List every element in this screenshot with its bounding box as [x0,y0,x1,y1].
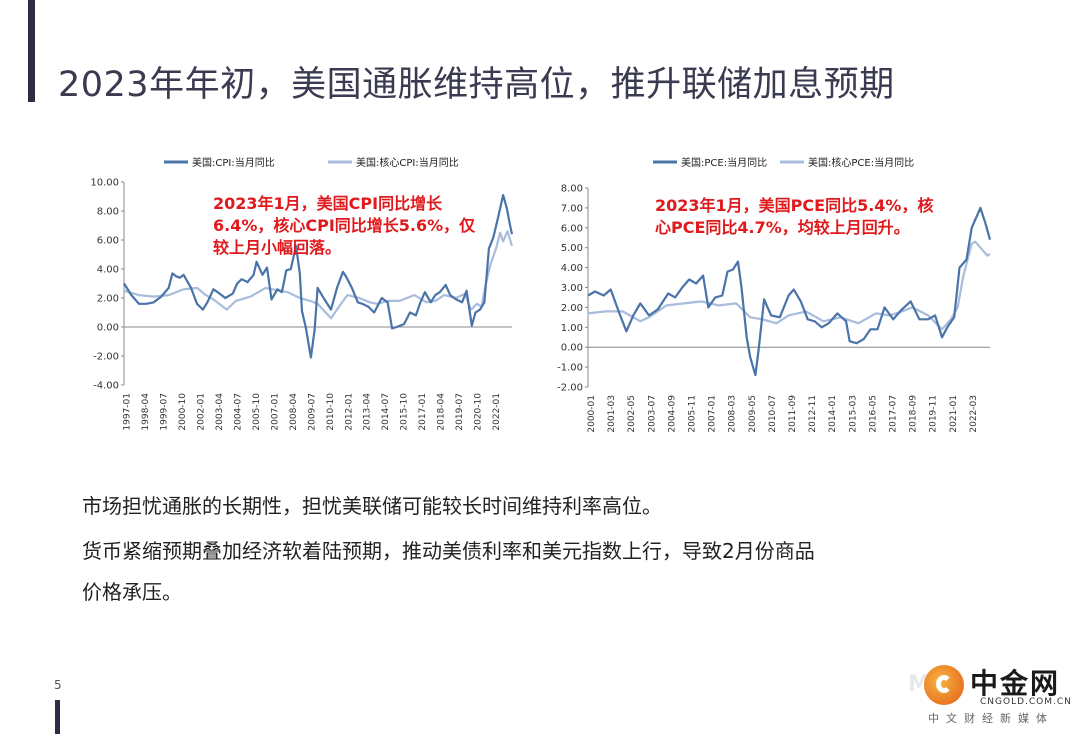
pce-y-tick-label-6: 2.00 [561,303,583,314]
cpi-x-tick-label-17: 2018-04 [437,393,447,431]
cpi-x-tick-label-3: 2000-10 [178,393,188,431]
page-number: 5 [54,678,62,692]
pce-x-tick-label-14: 2016-05 [868,395,878,433]
cpi-x-tick-label-6: 2004-07 [233,393,243,431]
cpi-x-tick-label-0: 1997-01 [123,393,133,431]
cpi-series-line-1 [123,230,514,320]
cpi-x-tick-label-4: 2002-01 [196,393,206,431]
pce-x-tick-label-17: 2019-11 [929,395,939,433]
cpi-y-tick-label-1: 8.00 [97,207,119,218]
cpi-x-tick-label-10: 2009-07 [307,393,317,431]
cpi-x-tick-label-1: 1998-04 [141,393,151,431]
pce-y-tick-label-4: 4.00 [561,263,583,274]
cpi-x-tick-label-12: 2012-01 [344,393,354,431]
cpi-series-line-0 [123,193,514,359]
pce-chart: 美国:PCE:当月同比 美国:核心PCE:当月同比 8.00 7.00 6.00 5.00… [557,156,992,433]
cpi-y-tick-label-0: 10.00 [90,178,119,189]
pce-x-tick-label-13: 2015-03 [848,395,858,433]
cpi-x-tick-label-8: 2007-01 [270,393,280,431]
cpi-y-tick-label-5: 0.00 [97,323,119,334]
cpi-x-tick-label-15: 2015-10 [400,393,410,431]
pce-legend-label-1: 美国:核心PCE:当月同比 [808,156,914,169]
pce-y-tick-label-10: -2.00 [557,383,583,394]
footer-accent-bar [55,700,60,734]
cpi-x-tick-label-2: 1999-07 [159,393,169,431]
cpi-annotation: 2023年1月，美国CPI同比增长6.4%，核心CPI同比增长5.6%，仅较上月… [213,194,476,257]
pce-x-tick-label-0: 2000-01 [587,395,597,433]
body-paragraph-3: 价格承压。 [82,580,182,604]
pce-x-tick-label-15: 2017-07 [889,395,899,433]
pce-x-tick-label-19: 2022-03 [969,395,979,433]
pce-y-tick-label-8: 0.00 [561,343,583,354]
pce-x-tick-label-7: 2008-03 [728,395,738,433]
cpi-y-tick-label-7: -4.00 [93,381,119,392]
cpi-y-tick-label-2: 6.00 [97,236,119,247]
pce-x-tick-label-10: 2011-09 [788,395,798,433]
pce-y-tick-label-3: 5.00 [561,243,583,254]
cpi-x-tick-label-16: 2017-01 [418,393,428,431]
cpi-x-tick-label-9: 2008-04 [289,393,299,431]
cngold-logo: M● 中金网 CNGOLD.COM.CN 中文财经新媒体 [900,660,1075,730]
cpi-legend-label-1: 美国:核心CPI:当月同比 [356,156,459,169]
pce-x-tick-label-9: 2010-07 [768,395,778,433]
body-paragraph-2: 货币紧缩预期叠加经济软着陆预期，推动美债利率和美元指数上行，导致2月份商品 [82,539,815,563]
cpi-chart: 美国:CPI:当月同比 美国:核心CPI:当月同比 10.00 8.00 6.00 4.0… [90,156,514,431]
pce-y-tick-label-5: 3.00 [561,283,583,294]
pce-x-tick-label-3: 2003-07 [647,395,657,433]
pce-x-tick-label-12: 2014-01 [828,395,838,433]
logo-emblem-icon [924,665,964,705]
cpi-x-tick-label-13: 2013-04 [363,393,373,431]
slide-title: 2023年年初，美国通胀维持高位，推升联储加息预期 [58,65,895,105]
pce-x-tick-label-4: 2004-09 [667,395,677,433]
pce-x-tick-label-2: 2002-05 [627,395,637,433]
cpi-x-tick-label-20: 2022-01 [492,393,502,431]
title-accent-bar [28,0,35,102]
pce-x-tick-label-6: 2007-01 [708,395,718,433]
pce-x-tick-label-18: 2021-01 [949,395,959,433]
pce-x-tick-label-1: 2001-03 [607,395,617,433]
pce-series-line-0 [587,206,992,377]
cpi-x-tick-label-18: 2019-07 [455,393,465,431]
pce-annotation: 2023年1月，美国PCE同比5.4%，核心PCE同比4.7%，均较上月回升。 [655,196,934,237]
cpi-y-tick-label-6: -2.00 [93,352,119,363]
pce-y-tick-label-9: -1.00 [557,363,583,374]
logo-domain: CNGOLD.COM.CN [980,697,1072,707]
cpi-x-tick-label-19: 2020-10 [474,393,484,431]
logo-name: 中金网 [970,667,1061,700]
cpi-y-tick-label-4: 2.00 [97,294,119,305]
body-paragraph-1: 市场担忧通胀的长期性，担忧美联储可能较长时间维持利率高位。 [82,494,662,518]
pce-x-tick-label-8: 2009-05 [748,395,758,433]
pce-x-tick-label-5: 2005-11 [688,395,698,433]
cpi-x-tick-label-5: 2003-04 [215,393,225,431]
pce-x-tick-label-16: 2018-09 [909,395,919,433]
cpi-y-tick-label-3: 4.00 [97,265,119,276]
cpi-x-tick-label-7: 2005-10 [252,393,262,431]
logo-tagline: 中文财经新媒体 [928,712,1054,725]
cpi-x-tick-label-14: 2014-07 [381,393,391,431]
pce-y-tick-label-7: 1.00 [561,323,583,334]
pce-x-tick-label-11: 2012-11 [808,395,818,433]
pce-legend-label-0: 美国:PCE:当月同比 [681,156,767,169]
cpi-x-tick-label-11: 2010-10 [326,393,336,431]
pce-y-tick-label-0: 8.00 [561,184,583,195]
pce-y-tick-label-2: 6.00 [561,223,583,234]
pce-y-tick-label-1: 7.00 [561,203,583,214]
cpi-legend-label-0: 美国:CPI:当月同比 [192,156,275,169]
